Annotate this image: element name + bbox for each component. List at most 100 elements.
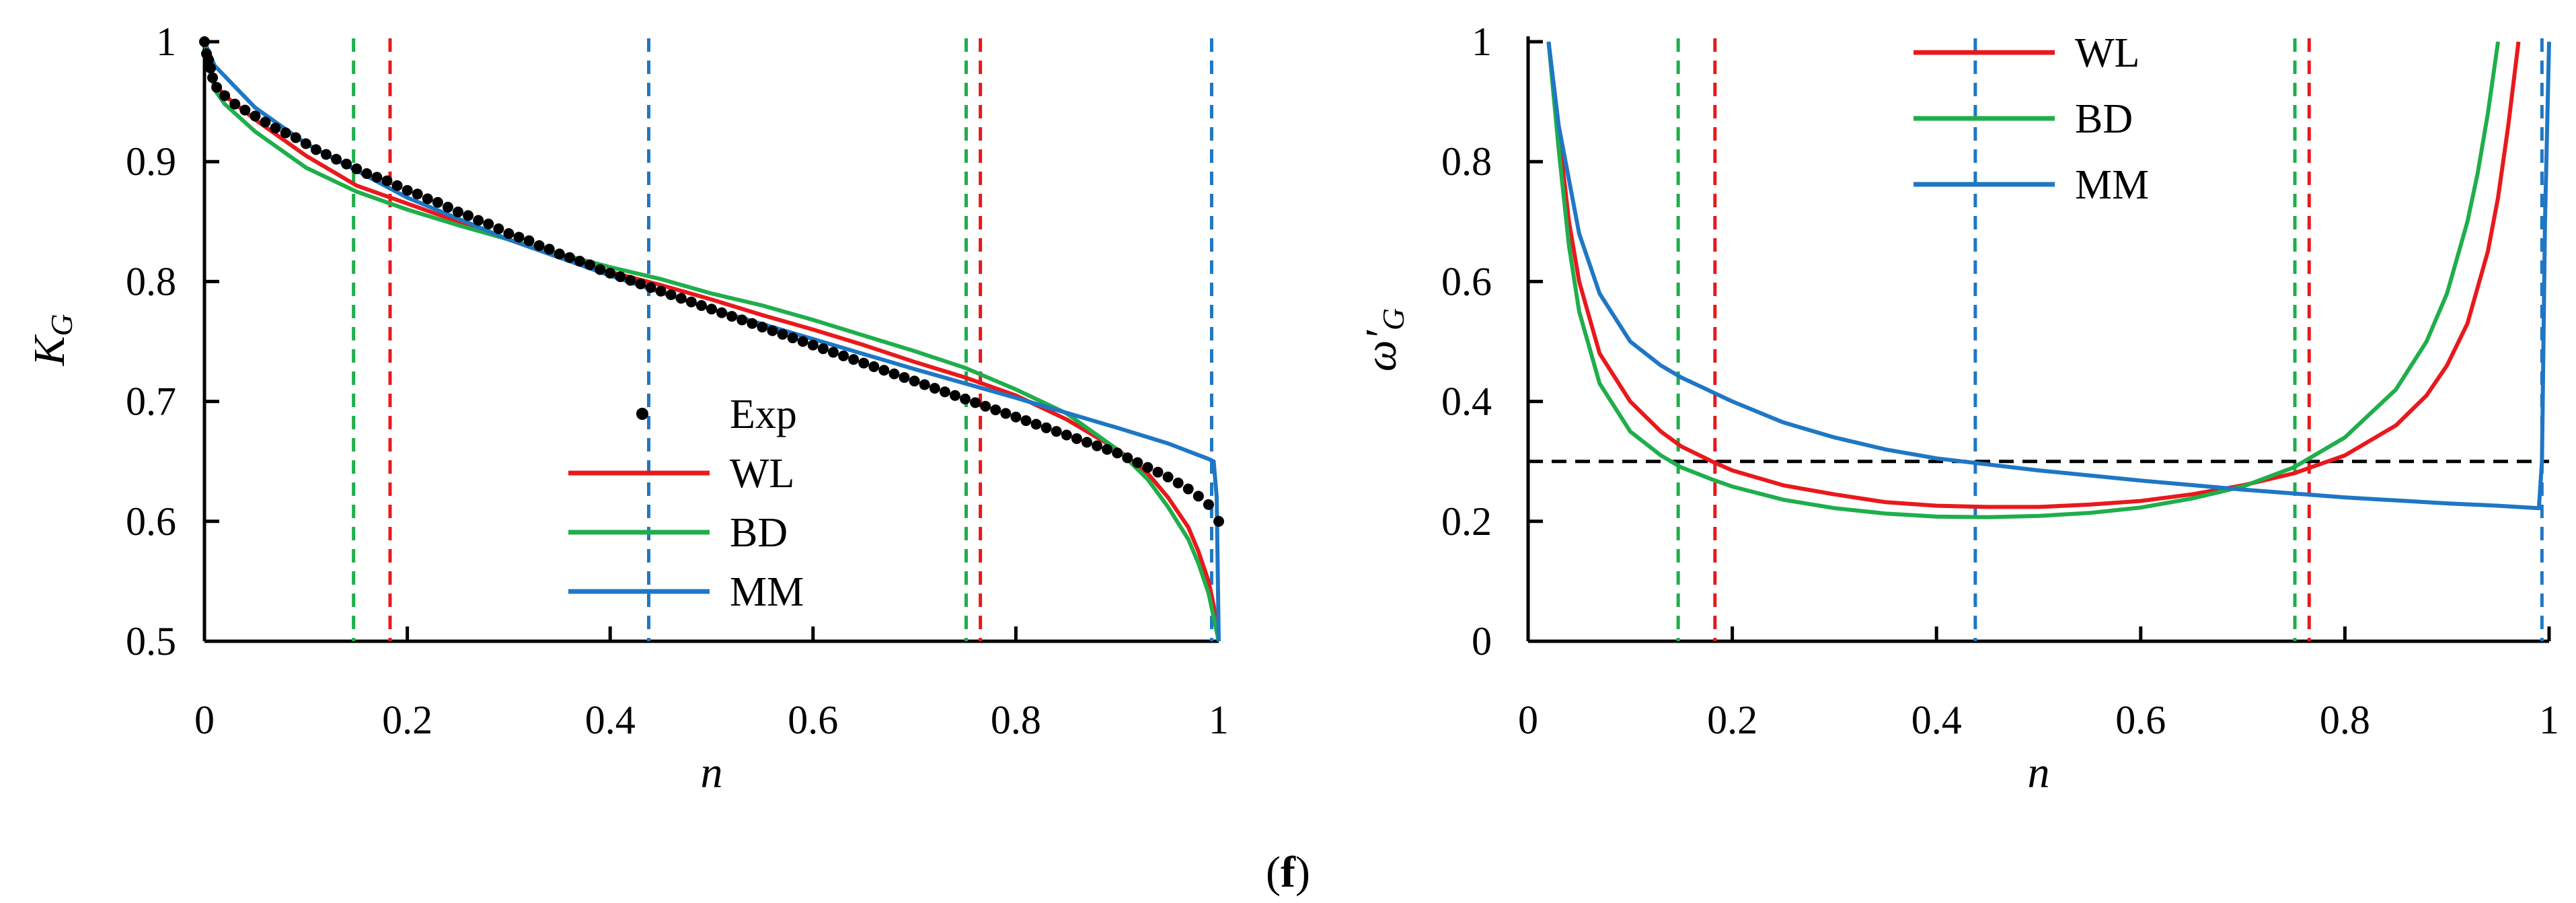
data-point (1142, 462, 1153, 473)
data-point (807, 339, 819, 351)
data-point (970, 397, 981, 408)
data-point (1172, 477, 1184, 489)
data-point (351, 163, 363, 174)
data-point (1213, 515, 1224, 527)
data-point (442, 201, 453, 213)
data-point (1152, 466, 1164, 478)
data-point (381, 175, 393, 186)
data-point (858, 357, 870, 369)
data-point (716, 307, 728, 318)
data-point (1112, 447, 1123, 459)
data-point (1132, 457, 1143, 468)
data-point (402, 184, 413, 196)
data-point (838, 350, 849, 361)
data-point (341, 158, 352, 170)
y-tick-label: 1 (156, 20, 176, 64)
data-point (736, 314, 748, 326)
data-point (767, 325, 778, 336)
data-point (1182, 483, 1194, 495)
legend-label-exp: Exp (730, 392, 797, 437)
data-point (827, 347, 839, 358)
data-point (685, 296, 697, 308)
data-point (432, 196, 443, 208)
data-point (888, 368, 900, 380)
y-tick-label: 0 (1472, 619, 1492, 663)
data-point (310, 144, 321, 155)
y-tick-label: 0.6 (1441, 259, 1492, 303)
data-point (960, 394, 971, 405)
data-point (463, 210, 474, 221)
data-point (211, 81, 223, 93)
data-point (1071, 433, 1082, 444)
data-point (280, 127, 291, 139)
data-point (1051, 426, 1062, 437)
y-tick-label: 0.6 (126, 499, 176, 544)
y-axis-label: KG (25, 314, 79, 366)
data-point (574, 256, 585, 267)
data-point (205, 63, 217, 74)
x-tick-label: 0.8 (2320, 698, 2370, 742)
data-point (320, 149, 332, 160)
data-point (929, 382, 940, 394)
data-point (777, 328, 788, 340)
data-point (483, 218, 494, 229)
data-point (757, 322, 768, 333)
y-tick-label: 0.5 (126, 619, 176, 663)
data-point (493, 223, 504, 234)
legend-label-mm: MM (2075, 162, 2149, 208)
data-point (919, 379, 930, 390)
data-point (422, 193, 433, 205)
data-point (1102, 443, 1113, 455)
data-point (1081, 437, 1092, 448)
data-point (635, 278, 646, 289)
data-point (595, 264, 606, 275)
x-tick-label: 1 (1209, 698, 1229, 742)
data-point (533, 240, 545, 251)
data-point (473, 215, 484, 226)
data-point (229, 98, 241, 110)
y-tick-label: 0.8 (126, 259, 176, 303)
left-chart: 0 0.2 0.4 0.6 0.8 1 0.5 0.6 0.7 0.8 0.9 1 n KG Exp WL BD… (25, 20, 1229, 797)
data-point (848, 354, 860, 365)
data-point (371, 172, 383, 183)
data-point (797, 336, 808, 347)
x-axis-label: n (701, 748, 723, 797)
series-exp (199, 36, 1224, 527)
legend-marker-exp (636, 408, 648, 420)
data-point (513, 231, 525, 243)
y-tick-label: 1 (1472, 20, 1492, 64)
figure-caption: (f) (1266, 848, 1310, 897)
data-point (391, 180, 403, 191)
data-point (503, 228, 515, 240)
data-point (605, 267, 616, 279)
data-point (543, 244, 555, 255)
data-point (203, 54, 215, 65)
series-line-mm (1546, 41, 2551, 511)
series-line-wl (1546, 41, 2521, 509)
x-tick-label: 0.6 (2115, 698, 2166, 742)
x-tick-label: 0.6 (788, 698, 838, 742)
data-point (909, 375, 920, 387)
x-tick-label: 0.2 (1707, 698, 1757, 742)
legend-label-mm: MM (730, 569, 804, 615)
data-point (219, 90, 231, 102)
data-point (412, 188, 423, 200)
data-point (817, 343, 829, 355)
data-point (878, 365, 890, 376)
data-point (554, 248, 565, 260)
data-point (645, 282, 656, 293)
x-tick-label: 0.8 (991, 698, 1041, 742)
legend-label-bd: BD (2075, 96, 2133, 142)
x-tick-label: 0.4 (585, 698, 636, 742)
data-point (1000, 408, 1012, 419)
series-line-bd (1546, 41, 2501, 519)
y-tick-label: 0.9 (126, 139, 176, 184)
data-point (331, 153, 342, 165)
y-tick-label: 0.2 (1441, 499, 1492, 544)
data-point (665, 289, 677, 301)
data-point (239, 104, 251, 116)
data-point (980, 400, 991, 412)
data-point (300, 138, 311, 149)
data-point (675, 293, 687, 304)
y-tick-label: 0.4 (1441, 380, 1492, 424)
